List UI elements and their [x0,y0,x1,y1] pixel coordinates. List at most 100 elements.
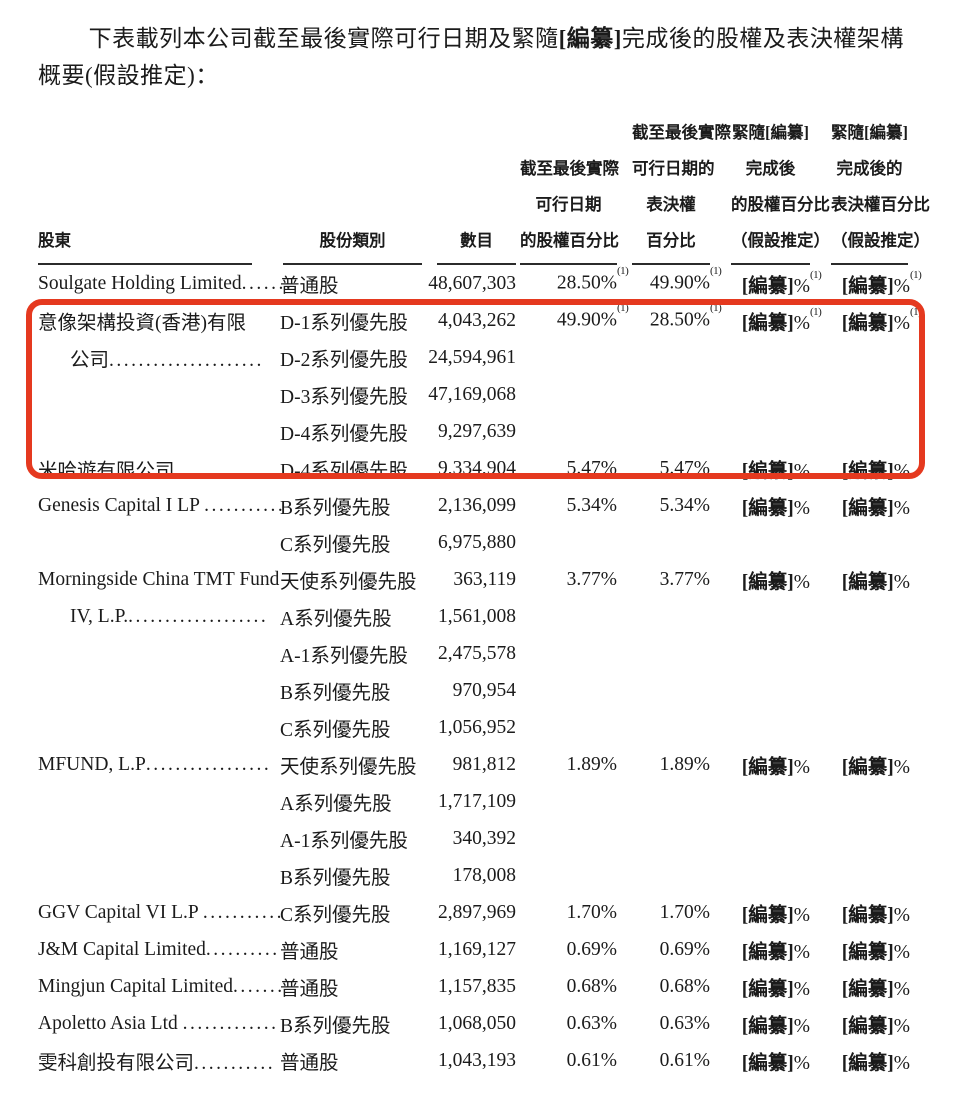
dot-leader: ........... [202,901,284,923]
pct-value: % [893,313,910,334]
share-count-cell: 6,975,880 [438,531,516,553]
table-row: A-1系列優先股 340,392 [38,820,925,857]
footnote-ref: (1) [810,305,822,318]
header-label: 截至最後實際 [632,123,731,142]
shareholder-name-cell [38,376,280,413]
equity-pct-latest-cell: 1.89% [516,746,632,783]
share-class-cell: A-1系列優先股 [280,831,408,852]
shareholder-name-cell: 雯科創投有限公司........... [38,1042,280,1079]
equity-pct-post-cell [725,672,825,709]
table-header: 股東 股份類別 數目 截至最後實際 可行日期 的股權百分比 [38,115,930,265]
redacted-value: [編纂] [741,757,794,778]
share-class-cell: D-3系列優先股 [280,387,408,408]
share-count-cell: 48,607,303 [428,272,516,294]
header-label: 的股權百分比 [731,195,830,214]
header-label: 表決權 [646,195,696,214]
voting-pct-latest-cell: 3.77% [632,561,725,598]
table-row: C系列優先股 1,056,952 [38,709,925,746]
share-class-cell: A系列優先股 [280,609,392,630]
col-header-equity-pct-post: 緊隨[編纂] 完成後 的股權百分比 （假設推定） [725,115,830,265]
equity-pct-latest-cell [516,635,632,672]
share-count-cell: 1,717,109 [438,790,516,812]
col-header-shareholder: 股東 [38,115,280,265]
pct-value: 0.68% [566,975,617,997]
equity-pct-post-cell [725,783,825,820]
redacted-value: [編纂] [841,498,894,519]
redacted-value: [編纂] [841,1053,894,1074]
equity-pct-latest-cell: 1.70% [516,894,632,931]
shareholder-name-cell [38,524,280,561]
table-body: Soulgate Holding Limited....... 普通股 48,6… [38,265,925,1079]
equity-pct-post-cell [725,339,825,376]
equity-pct-latest-cell: 49.90%(1) [516,302,632,339]
share-class-cell: 普通股 [280,942,339,963]
dot-leader: ................. [145,753,272,775]
header-label: 的股權百分比 [520,231,619,250]
pct-value: % [793,572,810,593]
voting-pct-post-cell: [編纂]% [825,746,925,783]
shareholder-name: 米哈遊有限公司 [38,461,175,482]
voting-pct-post-cell: [編纂]% [825,487,925,524]
table-row: 雯科創投有限公司........... 普通股 1,043,193 0.61% … [38,1042,925,1079]
shareholder-name-cell: MFUND, L.P................. [38,746,280,783]
dot-leader: ........... [204,494,286,516]
redacted-value: [編纂] [741,461,794,482]
header-label: 截至最後實際 [520,159,619,178]
shareholder-name-cell: Apoletto Asia Ltd ............. [38,1005,280,1042]
header-label: （假設推定） [731,231,830,250]
pct-value: % [793,942,810,963]
table-row: B系列優先股 178,008 [38,857,925,894]
voting-pct-latest-cell [632,709,725,746]
voting-pct-post-cell: [編纂]% [825,561,925,598]
header-label: 可行日期的 [632,159,715,178]
share-count-cell: 1,068,050 [438,1012,516,1034]
equity-pct-latest-cell [516,709,632,746]
share-count-cell: 4,043,262 [438,309,516,331]
equity-pct-post-cell [725,598,825,635]
col-header-voting-pct-latest: 截至最後實際 可行日期的 表決權 百分比 [632,115,731,265]
dot-leader: ............. [182,1012,279,1034]
pct-value: 5.47% [566,457,617,479]
header-label: 可行日期 [535,195,602,214]
equity-pct-latest-cell: 28.50%(1) [516,265,632,302]
dot-leader: .......... [205,938,280,960]
pct-value: 5.34% [566,494,617,516]
redacted-value: [編纂] [841,905,894,926]
equity-pct-post-cell: [編纂]% [725,561,825,598]
redacted-value: [編纂] [841,313,894,334]
redacted-value: [編纂] [741,572,794,593]
shareholder-name-cell [38,672,280,709]
shareholder-name: J&M Capital Limited [38,938,206,960]
pct-value: 5.47% [659,457,710,479]
voting-pct-latest-cell: 0.68% [632,968,725,1005]
redacted-value: [編纂] [741,276,794,297]
voting-pct-latest-cell: 0.63% [632,1005,725,1042]
equity-pct-post-cell [725,820,825,857]
voting-pct-latest-cell [632,598,725,635]
voting-pct-latest-cell: 5.34% [632,487,725,524]
equity-pct-post-cell [725,635,825,672]
shareholder-name-cell: Soulgate Holding Limited....... [38,265,291,302]
equity-pct-latest-cell [516,783,632,820]
pct-value: 0.63% [659,1012,710,1034]
voting-pct-post-cell [825,376,925,413]
voting-pct-post-cell [825,857,925,894]
equity-pct-post-cell: [編纂]% [725,894,825,931]
voting-pct-post-cell: [編纂]%(1) [825,302,925,339]
pct-value: % [793,1016,810,1037]
pct-value: 5.34% [659,494,710,516]
pct-value: % [793,498,810,519]
voting-pct-latest-cell: 5.47% [632,450,725,487]
share-count-cell: 340,392 [452,827,516,849]
intro-paragraph: 下表載列本公司截至最後實際可行日期及緊隨[編纂]完成後的股權及表決權架構概要(假… [0,0,960,94]
shareholder-name-cell: 意像架構投資(香港)有限 [38,302,280,339]
pct-value: % [793,461,810,482]
share-class-cell: 天使系列優先股 [280,757,417,778]
pct-value: % [893,1053,910,1074]
share-class-cell: 普通股 [280,979,339,1000]
table-row: A-1系列優先股 2,475,578 [38,635,925,672]
shareholder-name: 雯科創投有限公司 [38,1053,195,1074]
equity-pct-post-cell: [編纂]% [725,487,825,524]
redacted-value: [編纂] [841,1016,894,1037]
pct-value: 0.68% [659,975,710,997]
